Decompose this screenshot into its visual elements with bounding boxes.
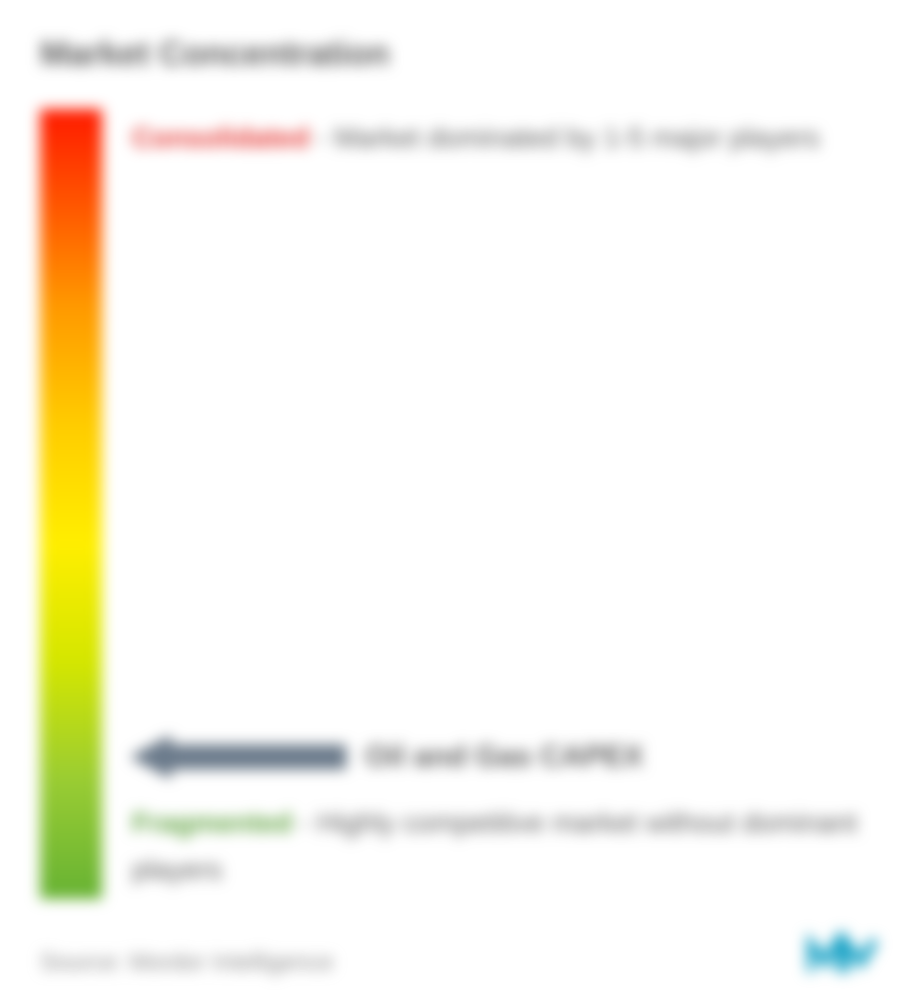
main-content: Consolidated - Market dominated by 1-5 m…: [40, 109, 877, 899]
mordor-logo-icon: [807, 932, 877, 977]
market-indicator: Oil and Gas CAPEX: [132, 735, 877, 779]
fragmented-label: Fragmented: [132, 807, 292, 838]
description-column: Consolidated - Market dominated by 1-5 m…: [132, 109, 877, 899]
bottom-group: Oil and Gas CAPEX Fragmented - Highly co…: [132, 735, 877, 894]
chart-title: Market Concentration: [40, 35, 877, 74]
consolidated-description: Consolidated - Market dominated by 1-5 m…: [132, 114, 877, 162]
consolidated-label: Consolidated: [132, 122, 309, 153]
concentration-gradient-bar: [40, 109, 102, 899]
fragmented-description: Fragmented - Highly competitive market w…: [132, 799, 877, 894]
footer: Source: Mordor Intelligence: [40, 932, 877, 977]
indicator-label: Oil and Gas CAPEX: [365, 740, 643, 774]
consolidated-text: - Market dominated by 1-5 major players: [309, 122, 819, 153]
indicator-arrow: [132, 735, 347, 779]
source-attribution: Source: Mordor Intelligence: [40, 949, 333, 977]
